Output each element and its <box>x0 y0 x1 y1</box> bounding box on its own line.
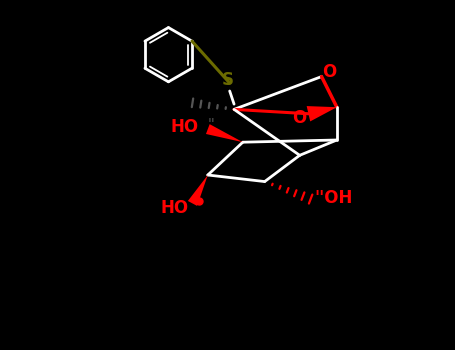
Polygon shape <box>307 106 337 121</box>
Polygon shape <box>206 124 243 142</box>
Text: O: O <box>292 109 306 127</box>
Text: '': '' <box>207 117 215 131</box>
Polygon shape <box>188 175 208 206</box>
Text: HO: HO <box>161 199 189 217</box>
Text: O: O <box>322 63 337 81</box>
Text: ''OH: ''OH <box>314 189 353 207</box>
Text: S: S <box>222 71 233 89</box>
Text: HO: HO <box>171 118 199 136</box>
